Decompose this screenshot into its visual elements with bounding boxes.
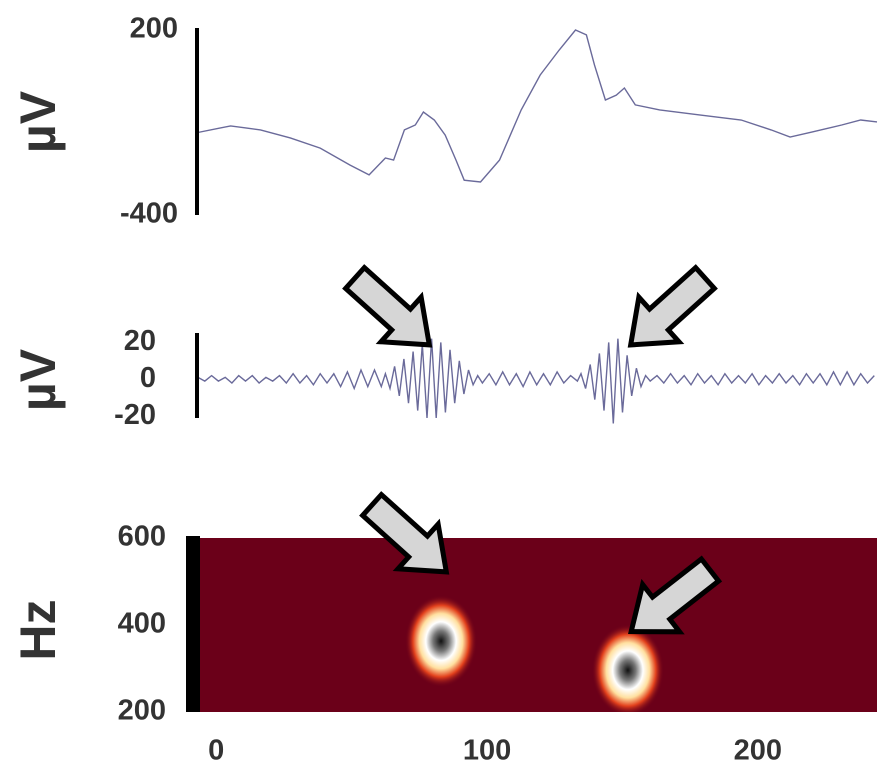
x-tick-label: 100	[463, 735, 511, 767]
y-tick-label: 0	[140, 362, 156, 394]
y-tick-label: 400	[118, 608, 166, 640]
arrow	[628, 555, 723, 635]
x-tick-label: 200	[734, 735, 782, 767]
y-tick-label: -400	[120, 198, 178, 230]
y-tick-label: 600	[118, 521, 166, 553]
y-tick-label: -20	[114, 399, 156, 431]
trace	[197, 338, 875, 424]
y-tick-label: 20	[124, 325, 156, 357]
trace	[195, 29, 878, 183]
arrow	[342, 264, 433, 348]
y-axis-label: µV	[10, 90, 66, 153]
arrow	[359, 491, 450, 575]
y-axis-label: Hz	[10, 599, 66, 660]
heatmap-background	[200, 538, 877, 712]
arrows	[342, 264, 723, 635]
y-axis-label: µV	[10, 348, 66, 411]
power-peak	[591, 624, 664, 712]
x-tick-label: 0	[208, 735, 224, 767]
arrow	[627, 264, 718, 348]
power-peak	[405, 595, 478, 688]
y-tick-label: 200	[130, 13, 178, 45]
y-tick-label: 200	[118, 695, 166, 727]
